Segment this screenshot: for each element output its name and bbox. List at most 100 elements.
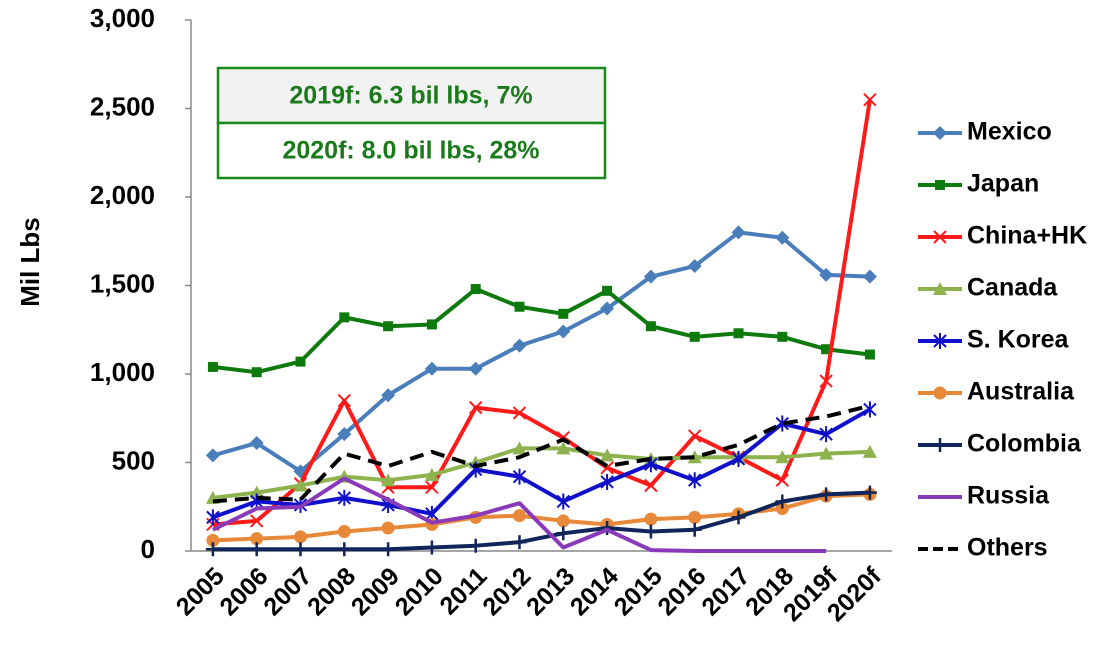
marker <box>819 487 834 502</box>
marker <box>512 468 527 485</box>
y-tick-label: 2,000 <box>90 180 155 210</box>
marker <box>933 126 947 140</box>
marker <box>556 324 571 339</box>
x-tick-label: 2014 <box>565 562 624 621</box>
marker <box>512 535 527 550</box>
marker <box>381 388 396 403</box>
marker <box>933 438 947 452</box>
series-line <box>212 407 871 520</box>
series-line <box>212 476 827 553</box>
series-line <box>212 99 872 527</box>
marker <box>933 333 947 349</box>
annotation: 2019f: 6.3 bil lbs, 7% <box>289 82 532 110</box>
marker <box>862 485 877 500</box>
marker <box>645 321 656 332</box>
marker <box>687 522 702 537</box>
marker <box>514 301 525 312</box>
x-tick-label: 2006 <box>214 562 273 621</box>
marker <box>337 393 352 408</box>
marker <box>731 225 746 240</box>
marker <box>381 473 396 487</box>
marker <box>689 331 700 342</box>
marker <box>933 386 947 400</box>
marker <box>600 473 614 490</box>
marker <box>556 493 571 510</box>
marker <box>206 533 220 547</box>
legend-label: China+HK <box>967 222 1087 250</box>
legend-label: Canada <box>967 274 1058 302</box>
marker <box>206 509 220 526</box>
annotation: 2020f: 8.0 bil lbs, 28% <box>282 137 539 165</box>
marker <box>933 230 947 244</box>
marker <box>600 301 615 316</box>
x-tick-label: 2013 <box>521 562 580 621</box>
marker <box>249 514 264 528</box>
legend-label: Others <box>967 534 1048 562</box>
marker <box>468 400 483 415</box>
marker <box>600 448 615 462</box>
marker <box>249 436 264 451</box>
marker <box>337 489 352 506</box>
y-tick-label: 1,000 <box>90 357 155 387</box>
marker <box>207 361 218 372</box>
marker <box>775 230 790 245</box>
marker <box>863 401 877 418</box>
x-tick-label: 2017 <box>696 562 755 621</box>
legend-label: Australia <box>967 378 1075 406</box>
marker <box>381 542 396 557</box>
marker <box>687 472 702 489</box>
marker <box>819 267 834 282</box>
marker <box>470 284 481 295</box>
marker <box>294 530 307 544</box>
marker <box>293 542 308 557</box>
y-tick-label: 0 <box>141 534 155 564</box>
marker <box>688 510 702 524</box>
marker <box>731 450 746 467</box>
marker <box>687 259 702 274</box>
marker <box>864 349 875 360</box>
marker <box>337 427 352 442</box>
marker <box>205 542 220 557</box>
x-tick-label: 2005 <box>171 562 230 621</box>
x-tick-label: 2008 <box>302 562 361 621</box>
marker <box>556 526 571 541</box>
y-tick-label: 2,500 <box>90 91 155 121</box>
series-line <box>212 287 871 375</box>
marker <box>249 542 264 557</box>
marker <box>775 415 790 432</box>
marker <box>249 485 264 499</box>
x-tick-label: 2009 <box>346 562 405 621</box>
marker <box>777 331 788 342</box>
x-tick-label: 2011 <box>434 562 492 620</box>
marker <box>339 312 350 323</box>
marker <box>687 429 702 443</box>
legend-label: Russia <box>967 482 1050 510</box>
series-line <box>212 490 870 552</box>
marker <box>556 441 571 455</box>
marker <box>425 480 439 494</box>
series-line <box>212 230 870 474</box>
marker <box>337 542 352 557</box>
marker <box>775 494 790 509</box>
x-tick-label: 2012 <box>477 562 536 621</box>
marker <box>819 426 833 443</box>
marker <box>862 269 877 284</box>
marker <box>819 446 834 460</box>
marker <box>602 285 613 296</box>
marker <box>731 510 746 525</box>
legend-label: Colombia <box>967 430 1082 458</box>
marker <box>383 321 394 332</box>
marker <box>862 444 877 458</box>
marker <box>687 450 702 464</box>
marker <box>205 448 220 463</box>
y-tick-label: 1,500 <box>90 268 155 298</box>
marker <box>775 450 790 464</box>
marker <box>293 478 308 492</box>
marker <box>251 367 262 378</box>
marker <box>643 269 658 284</box>
marker <box>935 180 945 190</box>
legend-label: Japan <box>967 170 1039 198</box>
marker <box>426 319 437 330</box>
y-tick-label: 3,000 <box>90 3 155 33</box>
